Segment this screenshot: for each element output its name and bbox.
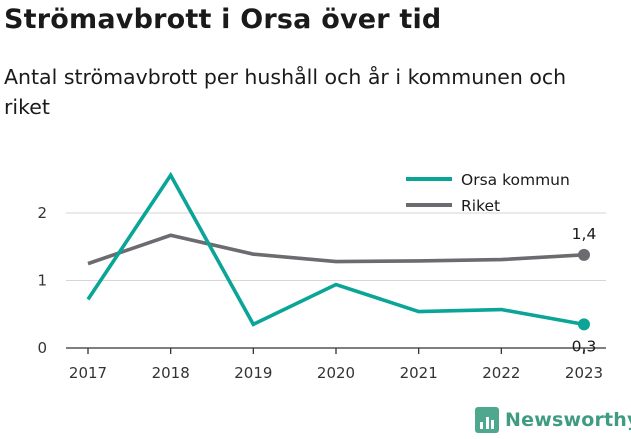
end-point-orsa [578, 318, 590, 331]
y-tick-label: 0 [37, 339, 47, 357]
grid-lines [66, 212, 606, 281]
end-point-riket [578, 248, 590, 261]
x-tick-label: 2021 [400, 364, 438, 382]
chart-subtitle: Antal strömavbrott per hushåll och år i … [4, 65, 567, 119]
y-tick-label: 2 [37, 204, 47, 222]
x-axis: 2017 2018 2019 2020 2021 2022 2023 [66, 347, 606, 382]
legend-label-riket: Riket [461, 197, 500, 215]
series-line-riket [87, 233, 585, 266]
legend: Orsa kommun Riket [406, 171, 570, 215]
y-tick-label: 1 [37, 272, 47, 290]
end-labels: 1,4 0,3 [572, 225, 597, 356]
end-label-riket: 1,4 [572, 225, 597, 243]
series-line-orsa [86, 171, 585, 327]
bar-chart-icon [475, 407, 499, 433]
legend-label-orsa: Orsa kommun [461, 171, 570, 189]
x-tick-label: 2023 [565, 364, 603, 382]
x-tick-label: 2022 [482, 364, 520, 382]
x-tick-label: 2017 [69, 364, 107, 382]
y-axis-labels: 0 1 2 [37, 204, 47, 357]
end-label-orsa: 0,3 [572, 337, 597, 355]
x-tick-label: 2018 [152, 364, 190, 382]
x-tick-label: 2020 [317, 364, 355, 382]
chart-title: Strömavbrott i Orsa över tid [4, 4, 442, 35]
newsworthy-logo: Newsworthy [475, 407, 631, 433]
x-tick-label: 2019 [234, 364, 272, 382]
brand-name: Newsworthy [505, 409, 631, 431]
series-lines [86, 171, 590, 331]
